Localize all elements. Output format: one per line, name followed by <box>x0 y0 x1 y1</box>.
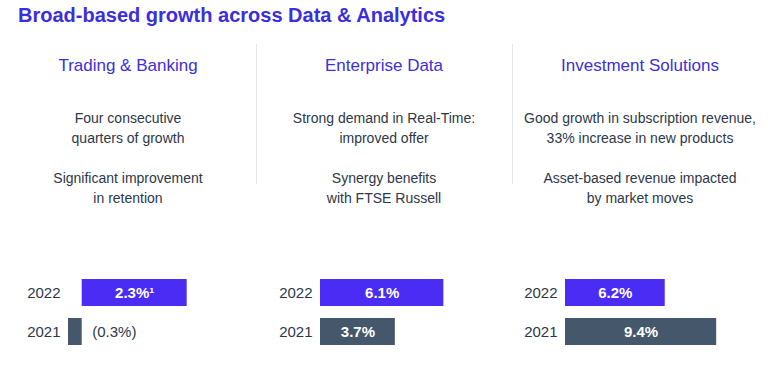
svg-text:6.1%: 6.1% <box>365 284 399 301</box>
html-text:Broad-based growth across Data: Broad-based growth across Data & Analyti… <box>18 4 446 26</box>
svg-text:2021: 2021 <box>279 323 312 340</box>
html-text:Strong demand in Real-Time: im: Strong demand in Real-Time: improved off… <box>292 110 476 146</box>
svg-text:2021: 2021 <box>27 323 60 340</box>
html-text:Investment Solutions: Investment Solutions <box>561 56 719 75</box>
svg-text:3.7%: 3.7% <box>341 323 375 340</box>
html-text:Asset-based revenue impacted b: Asset-based revenue impacted by market m… <box>543 170 737 206</box>
svg-text:9.4%: 9.4% <box>624 323 658 340</box>
svg-text:2022: 2022 <box>524 284 557 301</box>
svg-text:(0.3%): (0.3%) <box>92 323 136 340</box>
html-text:Synergy benefits with FTSE Rus: Synergy benefits with FTSE Russell <box>326 170 442 206</box>
svg-text:6.2%: 6.2% <box>598 284 632 301</box>
html-text:Enterprise Data: Enterprise Data <box>324 56 444 75</box>
svg-text:2.3%¹: 2.3%¹ <box>115 284 154 301</box>
html-text:Good growth in subscription re: Good growth in subscription revenue, 33%… <box>524 110 756 146</box>
html-text:Significant improvement in ret: Significant improvement in retention <box>53 170 203 206</box>
html-text:Trading & Banking: Trading & Banking <box>58 56 198 75</box>
svg-text:2021: 2021 <box>524 323 557 340</box>
html-text:Four consecutive quarters of g: Four consecutive quarters of growth <box>71 110 185 146</box>
svg-text:2022: 2022 <box>279 284 312 301</box>
svg-text:2022: 2022 <box>27 284 60 301</box>
